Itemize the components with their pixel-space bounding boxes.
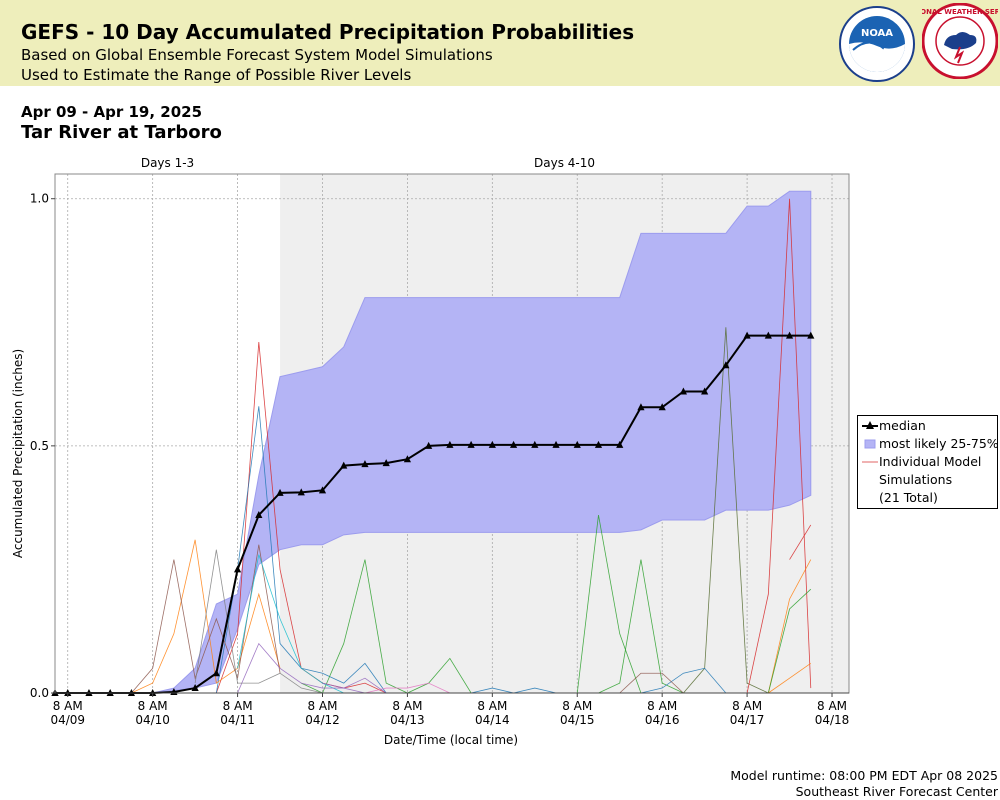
legend-band-symbol [864, 439, 876, 449]
median-point [637, 403, 645, 411]
x-tick-label-date: 04/13 [390, 713, 425, 727]
median-point [446, 440, 454, 448]
individual-simulation-line [619, 672, 684, 694]
legend-individual-label-2: Simulations [879, 472, 953, 487]
x-tick-label-time: 8 AM [307, 699, 337, 713]
x-tick-label-time: 8 AM [817, 699, 847, 713]
median-point [658, 403, 666, 411]
x-tick-label-time: 8 AM [138, 699, 168, 713]
median-point [573, 440, 581, 448]
legend-median-label: median [879, 418, 926, 433]
legend-band-label: most likely 25-75% [879, 436, 999, 451]
median-point [764, 331, 772, 339]
median-point [255, 511, 263, 519]
median-point [425, 441, 433, 449]
x-tick-label-date: 04/11 [220, 713, 255, 727]
median-point [233, 565, 242, 573]
x-tick-label-time: 8 AM [732, 699, 762, 713]
median-point [340, 461, 348, 469]
median-point [509, 440, 518, 448]
noaa-logo-icon: NOAA [839, 6, 915, 82]
individual-simulation-line [768, 663, 812, 694]
noaa-logo-text: NOAA [861, 28, 893, 39]
y-tick-label: 1.0 [30, 192, 49, 206]
model-runtime: Model runtime: 08:00 PM EDT Apr 08 2025 [730, 768, 998, 783]
median-point [594, 440, 603, 448]
median-point [701, 387, 709, 395]
median-point [403, 455, 412, 463]
legend-median-symbol [862, 421, 878, 429]
median-point [318, 486, 327, 494]
period-label: Days 4-10 [534, 156, 595, 170]
individual-simulation-line [767, 588, 812, 694]
nws-logo-text: NATIONAL WEATHER SERVICE [922, 8, 998, 16]
individual-simulation-line [131, 544, 281, 694]
legend-individual-count: (21 Total) [879, 490, 938, 505]
median-point [382, 459, 390, 467]
individual-simulation-line [364, 682, 451, 694]
nws-logo-icon: NATIONAL WEATHER SERVICE [922, 3, 998, 79]
individual-simulation-line [194, 549, 323, 694]
median-point [531, 440, 539, 448]
median-point [807, 331, 815, 339]
legend-individual-symbol [862, 461, 878, 463]
x-tick-label-time: 8 AM [53, 699, 83, 713]
x-tick-label-time: 8 AM [562, 699, 592, 713]
median-point [743, 331, 751, 339]
x-axis-title: Date/Time (local time) [384, 733, 518, 747]
chart-legend: median most likely 25-75% Individual Mod… [857, 415, 999, 509]
individual-simulation-line [767, 559, 812, 694]
x-tick-label-time: 8 AM [223, 699, 253, 713]
x-tick-label-date: 04/10 [135, 713, 170, 727]
header-banner: GEFS - 10 Day Accumulated Precipitation … [0, 0, 1000, 86]
individual-simulation-line [131, 539, 281, 694]
median-point [488, 440, 496, 448]
y-tick-label: 0.0 [30, 686, 49, 700]
x-tick-label-date: 04/09 [50, 713, 85, 727]
forecast-center: Southeast River Forecast Center [795, 784, 998, 799]
x-tick-label-date: 04/17 [730, 713, 765, 727]
median-point [785, 331, 794, 339]
x-tick-label-date: 04/14 [475, 713, 510, 727]
individual-simulation-line [789, 524, 812, 560]
page-title: GEFS - 10 Day Accumulated Precipitation … [21, 20, 635, 44]
legend-individual-label: Individual Model [879, 454, 982, 469]
individual-simulation-line [640, 667, 727, 694]
x-tick-label-time: 8 AM [647, 699, 677, 713]
median-point [276, 488, 284, 496]
median-point [297, 488, 305, 496]
x-tick-label-date: 04/16 [645, 713, 680, 727]
median-point [212, 669, 220, 677]
median-point [616, 440, 624, 448]
median-point [191, 684, 199, 692]
period-label: Days 1-3 [141, 156, 194, 170]
median-point [361, 460, 369, 468]
y-axis-title: Accumulated Precipitation (inches) [11, 349, 25, 558]
page-subtitle: Based on Global Ensemble Forecast System… [21, 46, 493, 64]
median-point [722, 361, 730, 369]
individual-simulation-line [598, 559, 684, 694]
individual-simulation-line [237, 554, 344, 694]
y-tick-label: 0.5 [30, 439, 49, 453]
date-range: Apr 09 - Apr 19, 2025 [21, 103, 203, 121]
median-point [467, 440, 475, 448]
median-point [552, 440, 560, 448]
individual-simulation-line [683, 327, 769, 694]
x-tick-label-date: 04/12 [305, 713, 340, 727]
x-tick-label-time: 8 AM [392, 699, 422, 713]
page-subtitle-2: Used to Estimate the Range of Possible R… [21, 66, 412, 84]
x-tick-label-time: 8 AM [477, 699, 507, 713]
location-title: Tar River at Tarboro [21, 122, 222, 143]
band-25-75 [55, 190, 812, 694]
median-point [679, 387, 688, 395]
individual-simulation-line [746, 198, 812, 694]
x-tick-label-date: 04/18 [815, 713, 850, 727]
x-tick-label-date: 04/15 [560, 713, 595, 727]
